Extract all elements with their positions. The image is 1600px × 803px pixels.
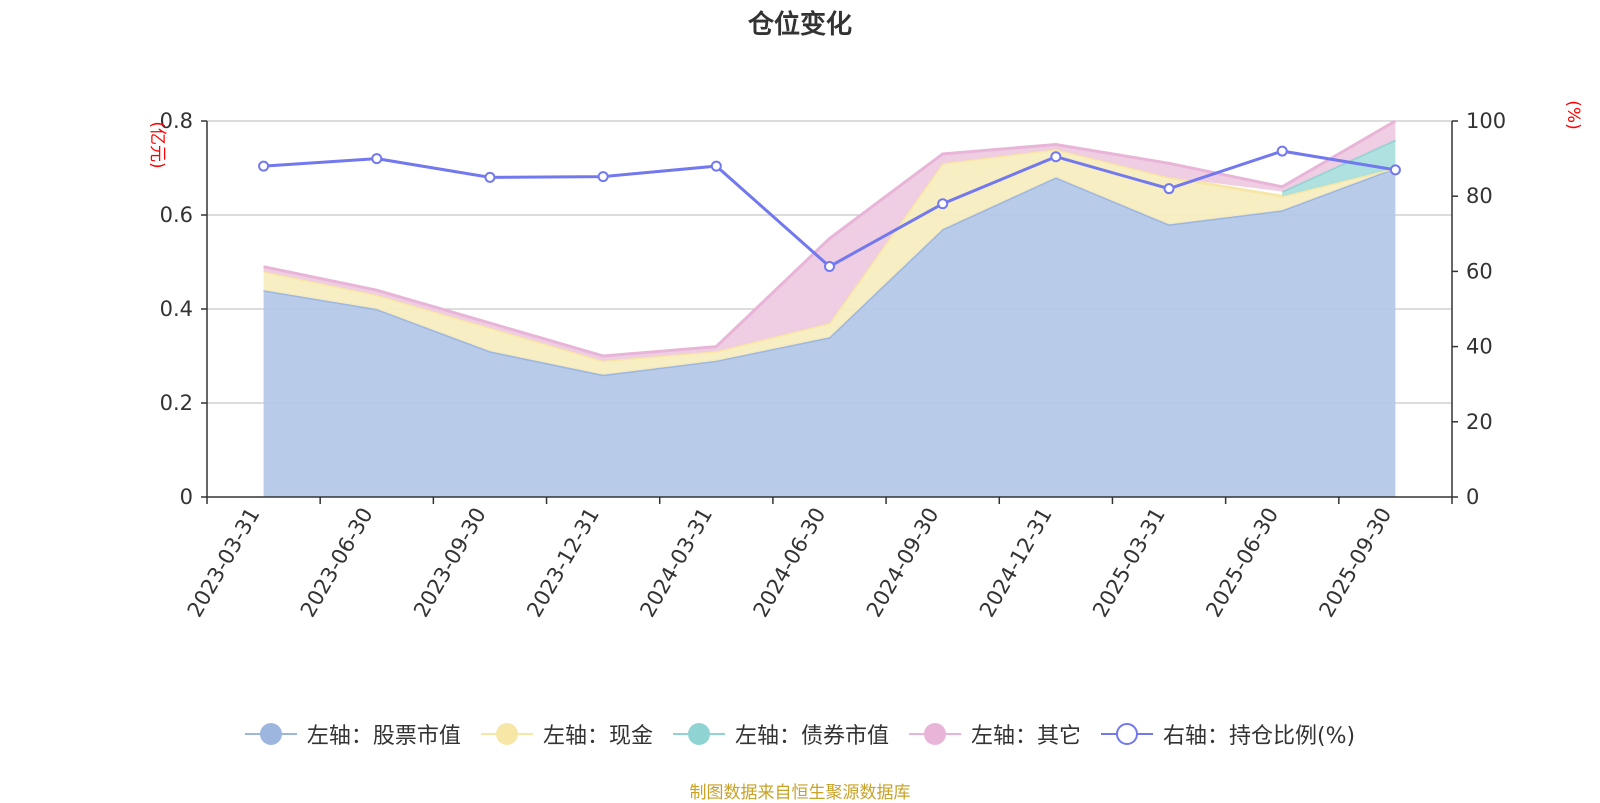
legend-marker-icon [1100,723,1153,745]
chart-plot: 0 0.2 0.4 0.6 0.8 0 20 40 60 80 100 2023-03-31 2023-… [147,100,1583,622]
legend-label: 左轴：现金 [542,724,653,749]
left-axis-unit: (亿元) [147,121,167,168]
legend: 左轴：股票市值 左轴：现金 左轴：债券市值 左轴：其它 右轴：持仓比例(%) [0,718,1600,750]
legend-item-bond[interactable]: 左轴：债券市值 [672,718,889,750]
x-axis-tick-label: 2024-12-31 [975,504,1057,622]
position-ratio-point [1050,151,1062,163]
right-axis-tick-label: 20 [1466,410,1493,434]
position-ratio-point [937,198,949,210]
legend-label: 左轴：其它 [970,724,1081,749]
legend-item-other[interactable]: 左轴：其它 [908,718,1081,750]
x-axis-tick-label: 2025-09-30 [1314,504,1396,622]
area-layer [263,119,1397,497]
legend-label: 左轴：股票市值 [306,724,461,749]
area-band [263,121,1396,361]
x-axis-tick-label: 2025-03-31 [1088,504,1170,622]
legend-label: 左轴：债券市值 [734,724,889,749]
right-axis-tick-label: 100 [1466,109,1506,133]
x-axis-tick-label: 2024-09-30 [862,504,944,622]
legend-label: 右轴：持仓比例(%) [1162,724,1356,749]
chart-title: 仓位变化 [747,10,852,40]
legend-item-position-ratio[interactable]: 右轴：持仓比例(%) [1100,718,1356,750]
area-band [263,168,1396,497]
legend-marker-icon [672,723,725,745]
left-axis-tick-label: 0.8 [160,109,193,133]
position-ratio-point [258,160,270,172]
left-axis-tick-label: 0.6 [160,203,193,227]
x-axis-tick-label: 2025-06-30 [1201,504,1283,622]
x-axis-tick-label: 2023-06-30 [296,504,378,622]
left-axis-tick-label: 0.2 [160,391,193,415]
right-axis-tick-label: 40 [1466,335,1493,359]
legend-item-cash[interactable]: 左轴：现金 [480,718,653,750]
position-ratio-point [597,171,609,183]
legend-marker-icon [908,723,961,745]
right-axis-unit: (%) [1563,100,1583,129]
area-edge-line [263,119,1397,358]
right-axis-tick-label: 60 [1466,259,1493,283]
area-band [263,149,1396,375]
x-axis-tick-label: 2023-09-30 [409,504,491,622]
x-axis-tick-label: 2024-06-30 [749,504,831,622]
left-axis-tick-label: 0.4 [160,297,193,321]
x-axis-tick-label: 2023-12-31 [522,504,604,622]
legend-item-stock[interactable]: 左轴：股票市值 [244,718,461,750]
position-ratio-point [824,261,835,273]
right-axis-tick-label: 80 [1466,184,1493,208]
source-note: 制图数据来自恒生聚源数据库 [689,783,911,803]
left-axis-tick-label: 0 [180,485,193,509]
position-ratio-point [371,153,383,165]
x-axis-tick-label: 2024-03-31 [635,504,717,622]
line-layer [258,145,1401,273]
legend-marker-icon [244,723,297,745]
position-ratio-point [710,160,722,172]
legend-marker-icon [480,723,533,745]
x-axis-tick-label: 2023-03-31 [183,504,265,622]
position-ratio-point [484,171,496,183]
position-ratio-point [1389,164,1401,176]
position-ratio-point [1163,183,1175,195]
position-ratio-point [1276,145,1288,157]
right-axis-tick-label: 0 [1466,485,1479,509]
